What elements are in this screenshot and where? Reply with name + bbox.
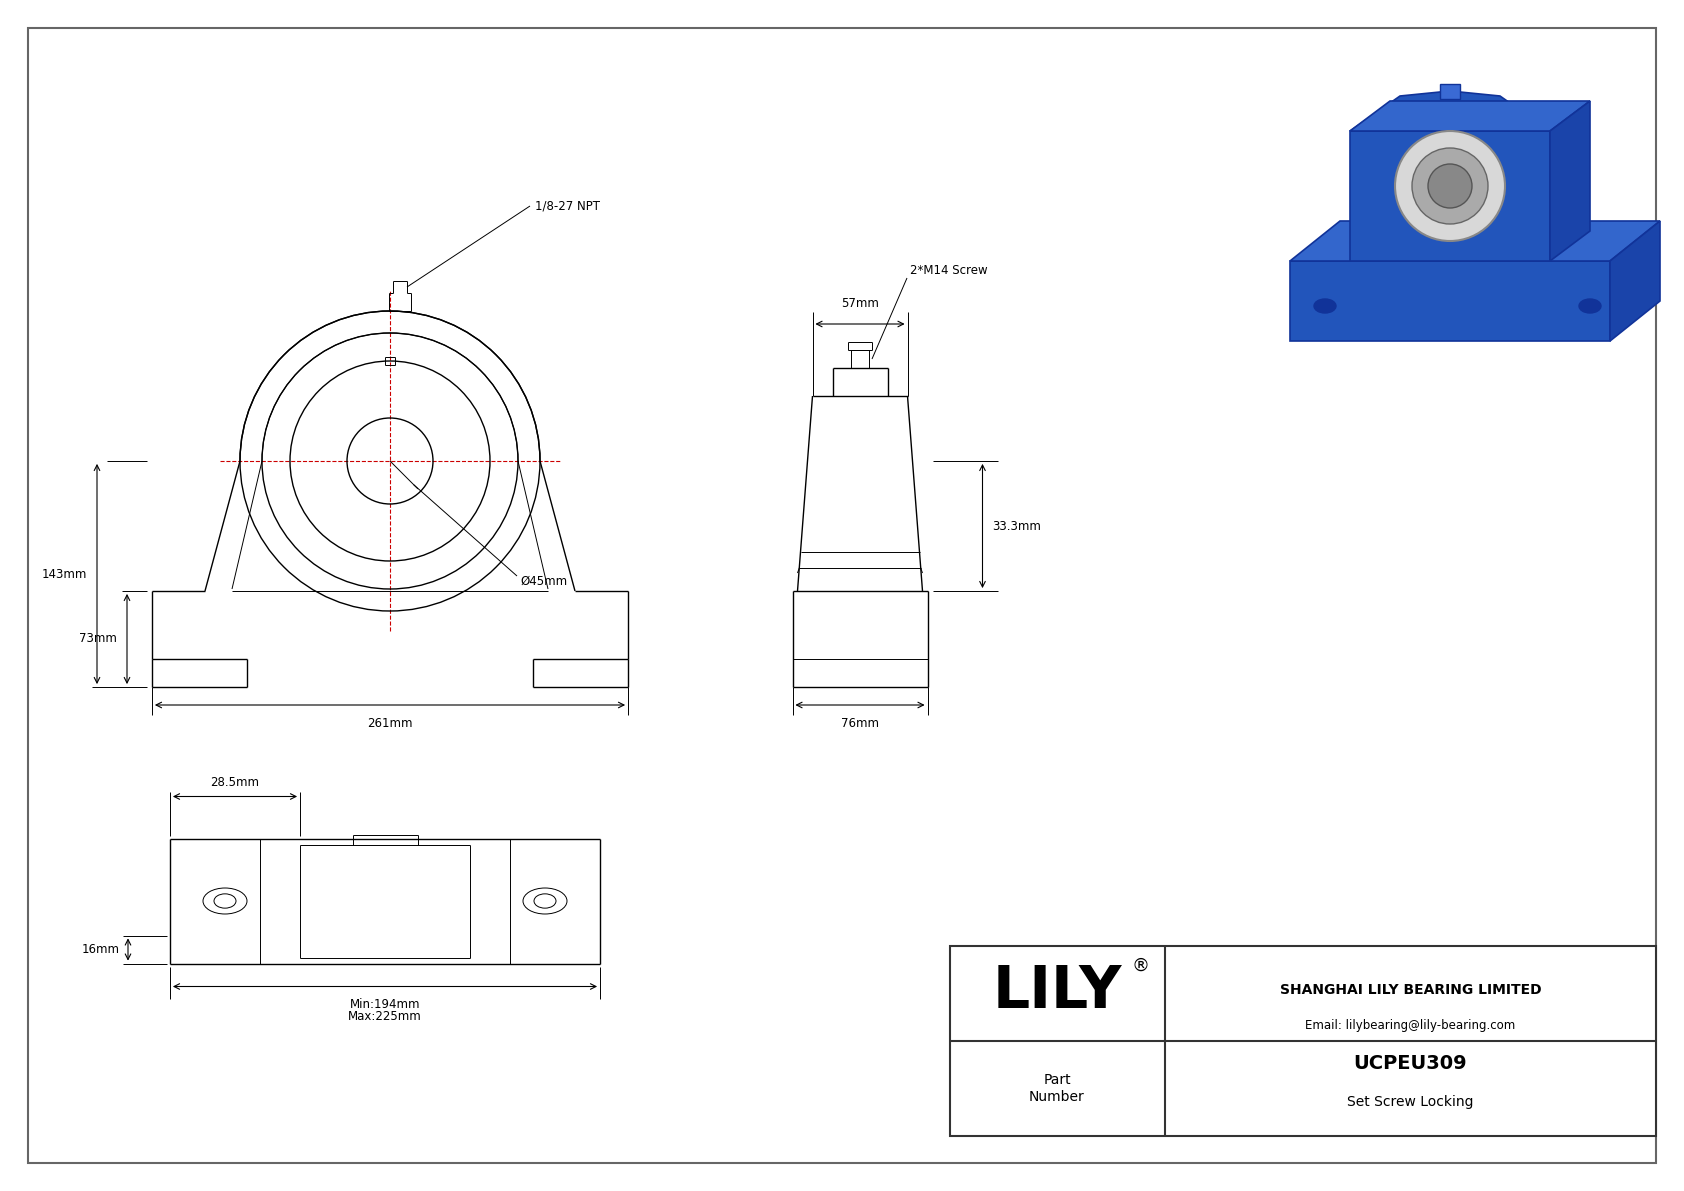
Ellipse shape <box>1314 299 1335 313</box>
Text: 16mm: 16mm <box>83 943 120 956</box>
Circle shape <box>1411 148 1489 224</box>
Polygon shape <box>1290 222 1660 261</box>
Text: Min:194mm: Min:194mm <box>350 998 421 1011</box>
Text: SHANGHAI LILY BEARING LIMITED: SHANGHAI LILY BEARING LIMITED <box>1280 983 1541 997</box>
Polygon shape <box>1290 261 1610 341</box>
Text: Email: lilybearing@lily-bearing.com: Email: lilybearing@lily-bearing.com <box>1305 1019 1516 1033</box>
Polygon shape <box>1351 131 1549 261</box>
Text: UCPEU309: UCPEU309 <box>1354 1054 1467 1073</box>
Text: 73mm: 73mm <box>79 632 116 646</box>
Text: 261mm: 261mm <box>367 717 413 730</box>
Bar <box>1440 85 1460 99</box>
Ellipse shape <box>1580 299 1601 313</box>
Text: Max:225mm: Max:225mm <box>349 1010 423 1023</box>
Text: ®: ® <box>1132 956 1148 974</box>
Text: Set Screw Locking: Set Screw Locking <box>1347 1095 1474 1109</box>
Text: 143mm: 143mm <box>42 567 88 580</box>
Text: 1/8-27 NPT: 1/8-27 NPT <box>536 200 600 212</box>
Text: Part
Number: Part Number <box>1029 1073 1084 1104</box>
Text: LILY: LILY <box>992 964 1122 1021</box>
Text: 33.3mm: 33.3mm <box>992 519 1041 532</box>
Text: 28.5mm: 28.5mm <box>210 775 259 788</box>
Text: Ø45mm: Ø45mm <box>520 574 568 587</box>
Text: 2*M14 Screw: 2*M14 Screw <box>909 263 987 276</box>
Polygon shape <box>1351 101 1590 131</box>
Circle shape <box>1394 131 1505 241</box>
Polygon shape <box>1610 222 1660 341</box>
Bar <box>950 946 1655 1136</box>
Polygon shape <box>1549 101 1590 261</box>
Text: 76mm: 76mm <box>840 717 879 730</box>
Polygon shape <box>1351 91 1549 131</box>
Text: 57mm: 57mm <box>840 297 879 310</box>
Circle shape <box>1428 164 1472 208</box>
